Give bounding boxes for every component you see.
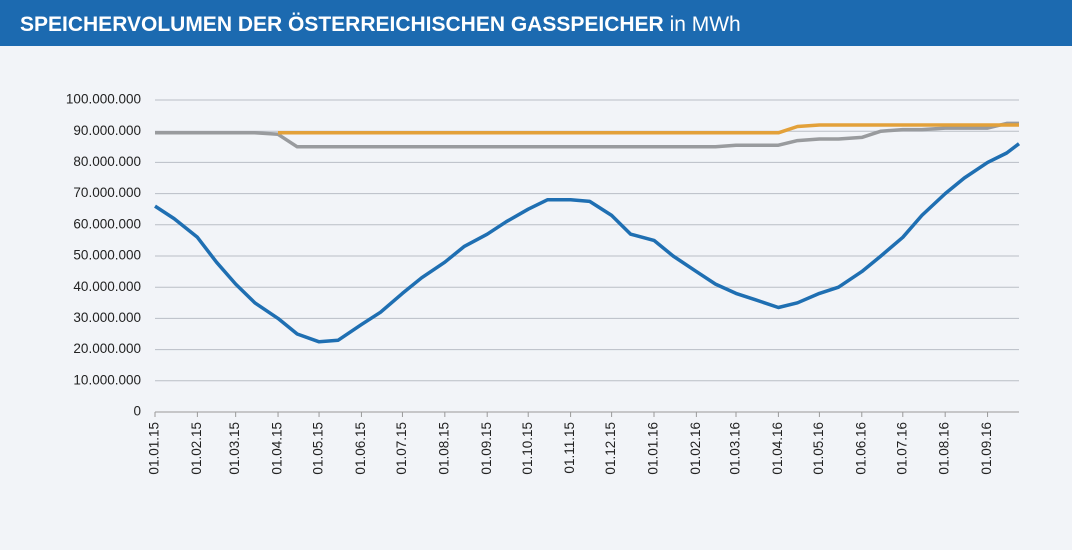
x-tick-label: 01.08.15 [436,422,451,475]
x-tick-label: 01.03.15 [227,422,242,475]
x-tick-label: 01.09.16 [979,422,994,475]
x-tick-label: 01.09.15 [479,422,494,475]
x-tick-label: 01.01.15 [147,422,162,475]
x-tick-label: 01.06.16 [853,422,868,475]
x-tick-label: 01.12.15 [603,422,618,475]
series-line [154,142,1021,344]
y-tick-label: 100.000.000 [66,92,141,107]
x-tick-label: 01.07.15 [394,422,409,475]
y-tick-label: 40.000.000 [73,279,141,294]
x-tick-label: 01.05.16 [811,422,826,475]
header-text: SPEICHERVOLUMEN DER ÖSTERREICHISCHEN GAS… [20,13,741,36]
x-tick-label: 01.05.15 [311,422,326,475]
x-tick-label: 01.02.15 [189,422,204,475]
y-tick-label: 30.000.000 [73,310,141,325]
x-tick-label: 01.02.16 [688,422,703,475]
x-tick-label: 01.01.16 [646,422,661,475]
y-tick-label: 80.000.000 [73,154,141,169]
x-tick-label: 01.03.16 [728,422,743,475]
series-line [155,121,1019,149]
y-tick-label: 60.000.000 [73,216,141,231]
y-tick-label: 50.000.000 [73,248,141,263]
y-tick-label: 90.000.000 [73,123,141,138]
y-tick-label: 10.000.000 [73,372,141,387]
y-tick-label: 70.000.000 [73,185,141,200]
chart-title: SPEICHERVOLUMEN DER ÖSTERREICHISCHEN GAS… [20,13,664,36]
x-tick-label: 01.11.15 [562,422,577,474]
x-tick-label: 01.04.15 [270,422,285,475]
x-tick-label: 01.07.16 [894,422,909,475]
x-tick-label: 01.06.15 [353,422,368,475]
x-tick-label: 01.10.15 [520,422,535,475]
x-tick-label: 01.08.16 [937,422,952,475]
x-tick-label: 01.04.16 [770,422,785,475]
y-tick-label: 20.000.000 [73,341,141,356]
series-line [278,123,1019,135]
unit: in MWh [670,13,741,36]
header-bar [0,0,1072,46]
y-tick-label: 0 [133,404,141,419]
